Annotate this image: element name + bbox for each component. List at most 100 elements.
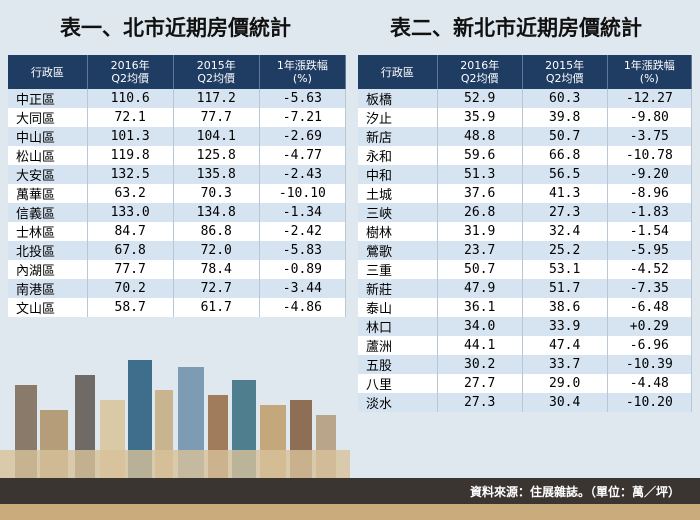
price-cell: 51.3: [437, 165, 523, 184]
data-row: 林口 34.0 33.9 +0.29: [358, 317, 693, 336]
price-cell: 25.2: [522, 241, 608, 260]
price-cell: -1.54: [607, 222, 693, 241]
header-row: 行政區 2016年 Q2均價 2015年 Q2均價 1年漲跌幅 (%): [358, 55, 693, 89]
price-cell: 70.3: [173, 184, 260, 203]
price-cell: 132.5: [87, 165, 174, 184]
price-cell: 72.1: [87, 108, 174, 127]
price-cell: -4.86: [259, 298, 347, 317]
price-cell: 44.1: [437, 336, 523, 355]
price-cell: 134.8: [173, 203, 260, 222]
price-cell: 72.7: [173, 279, 260, 298]
price-cell: 59.6: [437, 146, 523, 165]
data-row: 泰山 36.1 38.6 -6.48: [358, 298, 693, 317]
price-cell: -7.21: [259, 108, 347, 127]
price-cell: 133.0: [87, 203, 174, 222]
column-header: 2015年 Q2均價: [522, 55, 608, 89]
price-cell: 26.8: [437, 203, 523, 222]
price-cell: 101.3: [87, 127, 174, 146]
price-cell: -2.42: [259, 222, 347, 241]
price-cell: 36.1: [437, 298, 523, 317]
district-name: 永和: [358, 146, 438, 165]
price-cell: -3.75: [607, 127, 693, 146]
data-row: 樹林 31.9 32.4 -1.54: [358, 222, 693, 241]
price-cell: -3.44: [259, 279, 347, 298]
price-cell: -10.39: [607, 355, 693, 374]
header-row: 行政區 2016年 Q2均價 2015年 Q2均價 1年漲跌幅 (%): [8, 55, 347, 89]
district-name: 八里: [358, 374, 438, 393]
price-cell: -1.34: [259, 203, 347, 222]
price-cell: 47.4: [522, 336, 608, 355]
price-cell: 50.7: [437, 260, 523, 279]
data-row: 三重 50.7 53.1 -4.52: [358, 260, 693, 279]
district-name: 三重: [358, 260, 438, 279]
data-row: 士林區 84.7 86.8 -2.42: [8, 222, 347, 241]
data-row: 五股 30.2 33.7 -10.39: [358, 355, 693, 374]
price-cell: -5.83: [259, 241, 347, 260]
price-cell: -7.35: [607, 279, 693, 298]
price-cell: -2.43: [259, 165, 347, 184]
data-row: 北投區 67.8 72.0 -5.83: [8, 241, 347, 260]
price-cell: -5.95: [607, 241, 693, 260]
price-cell: +0.29: [607, 317, 693, 336]
price-cell: -12.27: [607, 89, 693, 108]
price-cell: -9.20: [607, 165, 693, 184]
district-name: 土城: [358, 184, 438, 203]
district-name: 中山區: [8, 127, 88, 146]
price-cell: 78.4: [173, 260, 260, 279]
price-cell: 33.7: [522, 355, 608, 374]
price-cell: 72.0: [173, 241, 260, 260]
right-table: 行政區 2016年 Q2均價 2015年 Q2均價 1年漲跌幅 (%) 板橋 52.9 60…: [358, 55, 693, 412]
data-row: 中正區 110.6 117.2 -5.63: [8, 89, 347, 108]
price-cell: -10.78: [607, 146, 693, 165]
district-name: 五股: [358, 355, 438, 374]
data-row: 汐止 35.9 39.8 -9.80: [358, 108, 693, 127]
price-cell: -0.89: [259, 260, 347, 279]
price-cell: 31.9: [437, 222, 523, 241]
price-cell: 37.6: [437, 184, 523, 203]
column-header: 2016年 Q2均價: [87, 55, 174, 89]
price-cell: -10.20: [607, 393, 693, 412]
column-header: 2016年 Q2均價: [437, 55, 523, 89]
price-cell: -8.96: [607, 184, 693, 203]
district-name: 大安區: [8, 165, 88, 184]
price-cell: -5.63: [259, 89, 347, 108]
price-cell: -10.10: [259, 184, 347, 203]
price-cell: -6.96: [607, 336, 693, 355]
data-row: 信義區 133.0 134.8 -1.34: [8, 203, 347, 222]
data-row: 大同區 72.1 77.7 -7.21: [8, 108, 347, 127]
footer-bar: 資料來源：住展雜誌。（單位：萬／坪）: [0, 478, 700, 504]
price-cell: 56.5: [522, 165, 608, 184]
right-title: 表二、新北市近期房價統計: [390, 15, 642, 40]
district-name: 萬華區: [8, 184, 88, 203]
data-row: 新莊 47.9 51.7 -7.35: [358, 279, 693, 298]
price-cell: 77.7: [87, 260, 174, 279]
district-name: 汐止: [358, 108, 438, 127]
price-cell: 30.2: [437, 355, 523, 374]
price-cell: 27.3: [437, 393, 523, 412]
data-row: 土城 37.6 41.3 -8.96: [358, 184, 693, 203]
price-cell: -1.83: [607, 203, 693, 222]
district-name: 松山區: [8, 146, 88, 165]
price-cell: 60.3: [522, 89, 608, 108]
district-name: 信義區: [8, 203, 88, 222]
district-name: 鶯歌: [358, 241, 438, 260]
price-cell: 70.2: [87, 279, 174, 298]
cityscape: [0, 360, 350, 480]
data-row: 三峽 26.8 27.3 -1.83: [358, 203, 693, 222]
price-cell: 110.6: [87, 89, 174, 108]
district-name: 泰山: [358, 298, 438, 317]
data-row: 內湖區 77.7 78.4 -0.89: [8, 260, 347, 279]
data-row: 永和 59.6 66.8 -10.78: [358, 146, 693, 165]
column-header: 2015年 Q2均價: [173, 55, 260, 89]
source-note: 資料來源：住展雜誌。（單位：萬／坪）: [469, 485, 680, 499]
price-cell: 52.9: [437, 89, 523, 108]
price-cell: 27.7: [437, 374, 523, 393]
district-name: 樹林: [358, 222, 438, 241]
price-cell: 104.1: [173, 127, 260, 146]
price-cell: 61.7: [173, 298, 260, 317]
data-row: 新店 48.8 50.7 -3.75: [358, 127, 693, 146]
price-cell: 27.3: [522, 203, 608, 222]
price-cell: 135.8: [173, 165, 260, 184]
column-header: 行政區: [358, 55, 438, 89]
